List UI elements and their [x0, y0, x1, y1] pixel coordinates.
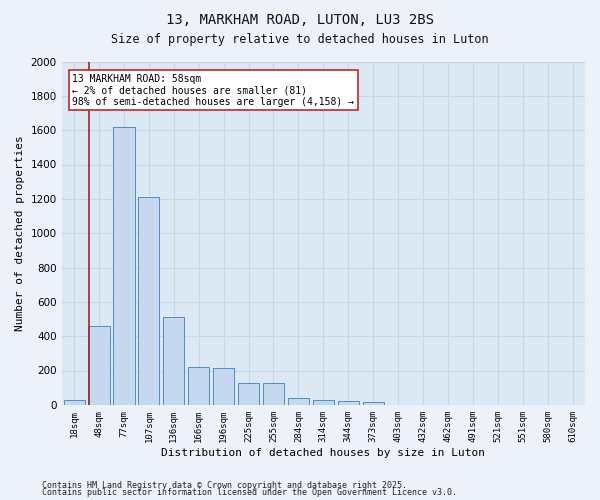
Bar [163, 318, 184, 405]
Bar [113, 126, 134, 405]
Text: 13 MARKHAM ROAD: 58sqm
← 2% of detached houses are smaller (81)
98% of semi-deta: 13 MARKHAM ROAD: 58sqm ← 2% of detached … [72, 74, 354, 106]
Text: Size of property relative to detached houses in Luton: Size of property relative to detached ho… [111, 32, 489, 46]
Bar [288, 398, 309, 405]
Bar [263, 384, 284, 405]
Y-axis label: Number of detached properties: Number of detached properties [15, 136, 25, 331]
Text: 13, MARKHAM ROAD, LUTON, LU3 2BS: 13, MARKHAM ROAD, LUTON, LU3 2BS [166, 12, 434, 26]
X-axis label: Distribution of detached houses by size in Luton: Distribution of detached houses by size … [161, 448, 485, 458]
Bar [64, 400, 85, 405]
Text: Contains HM Land Registry data © Crown copyright and database right 2025.: Contains HM Land Registry data © Crown c… [42, 480, 407, 490]
Bar [188, 367, 209, 405]
Bar [362, 402, 384, 405]
Bar [138, 197, 160, 405]
Bar [313, 400, 334, 405]
Text: Contains public sector information licensed under the Open Government Licence v3: Contains public sector information licen… [42, 488, 457, 497]
Bar [238, 384, 259, 405]
Bar [338, 402, 359, 405]
Bar [88, 326, 110, 405]
Bar [213, 368, 234, 405]
